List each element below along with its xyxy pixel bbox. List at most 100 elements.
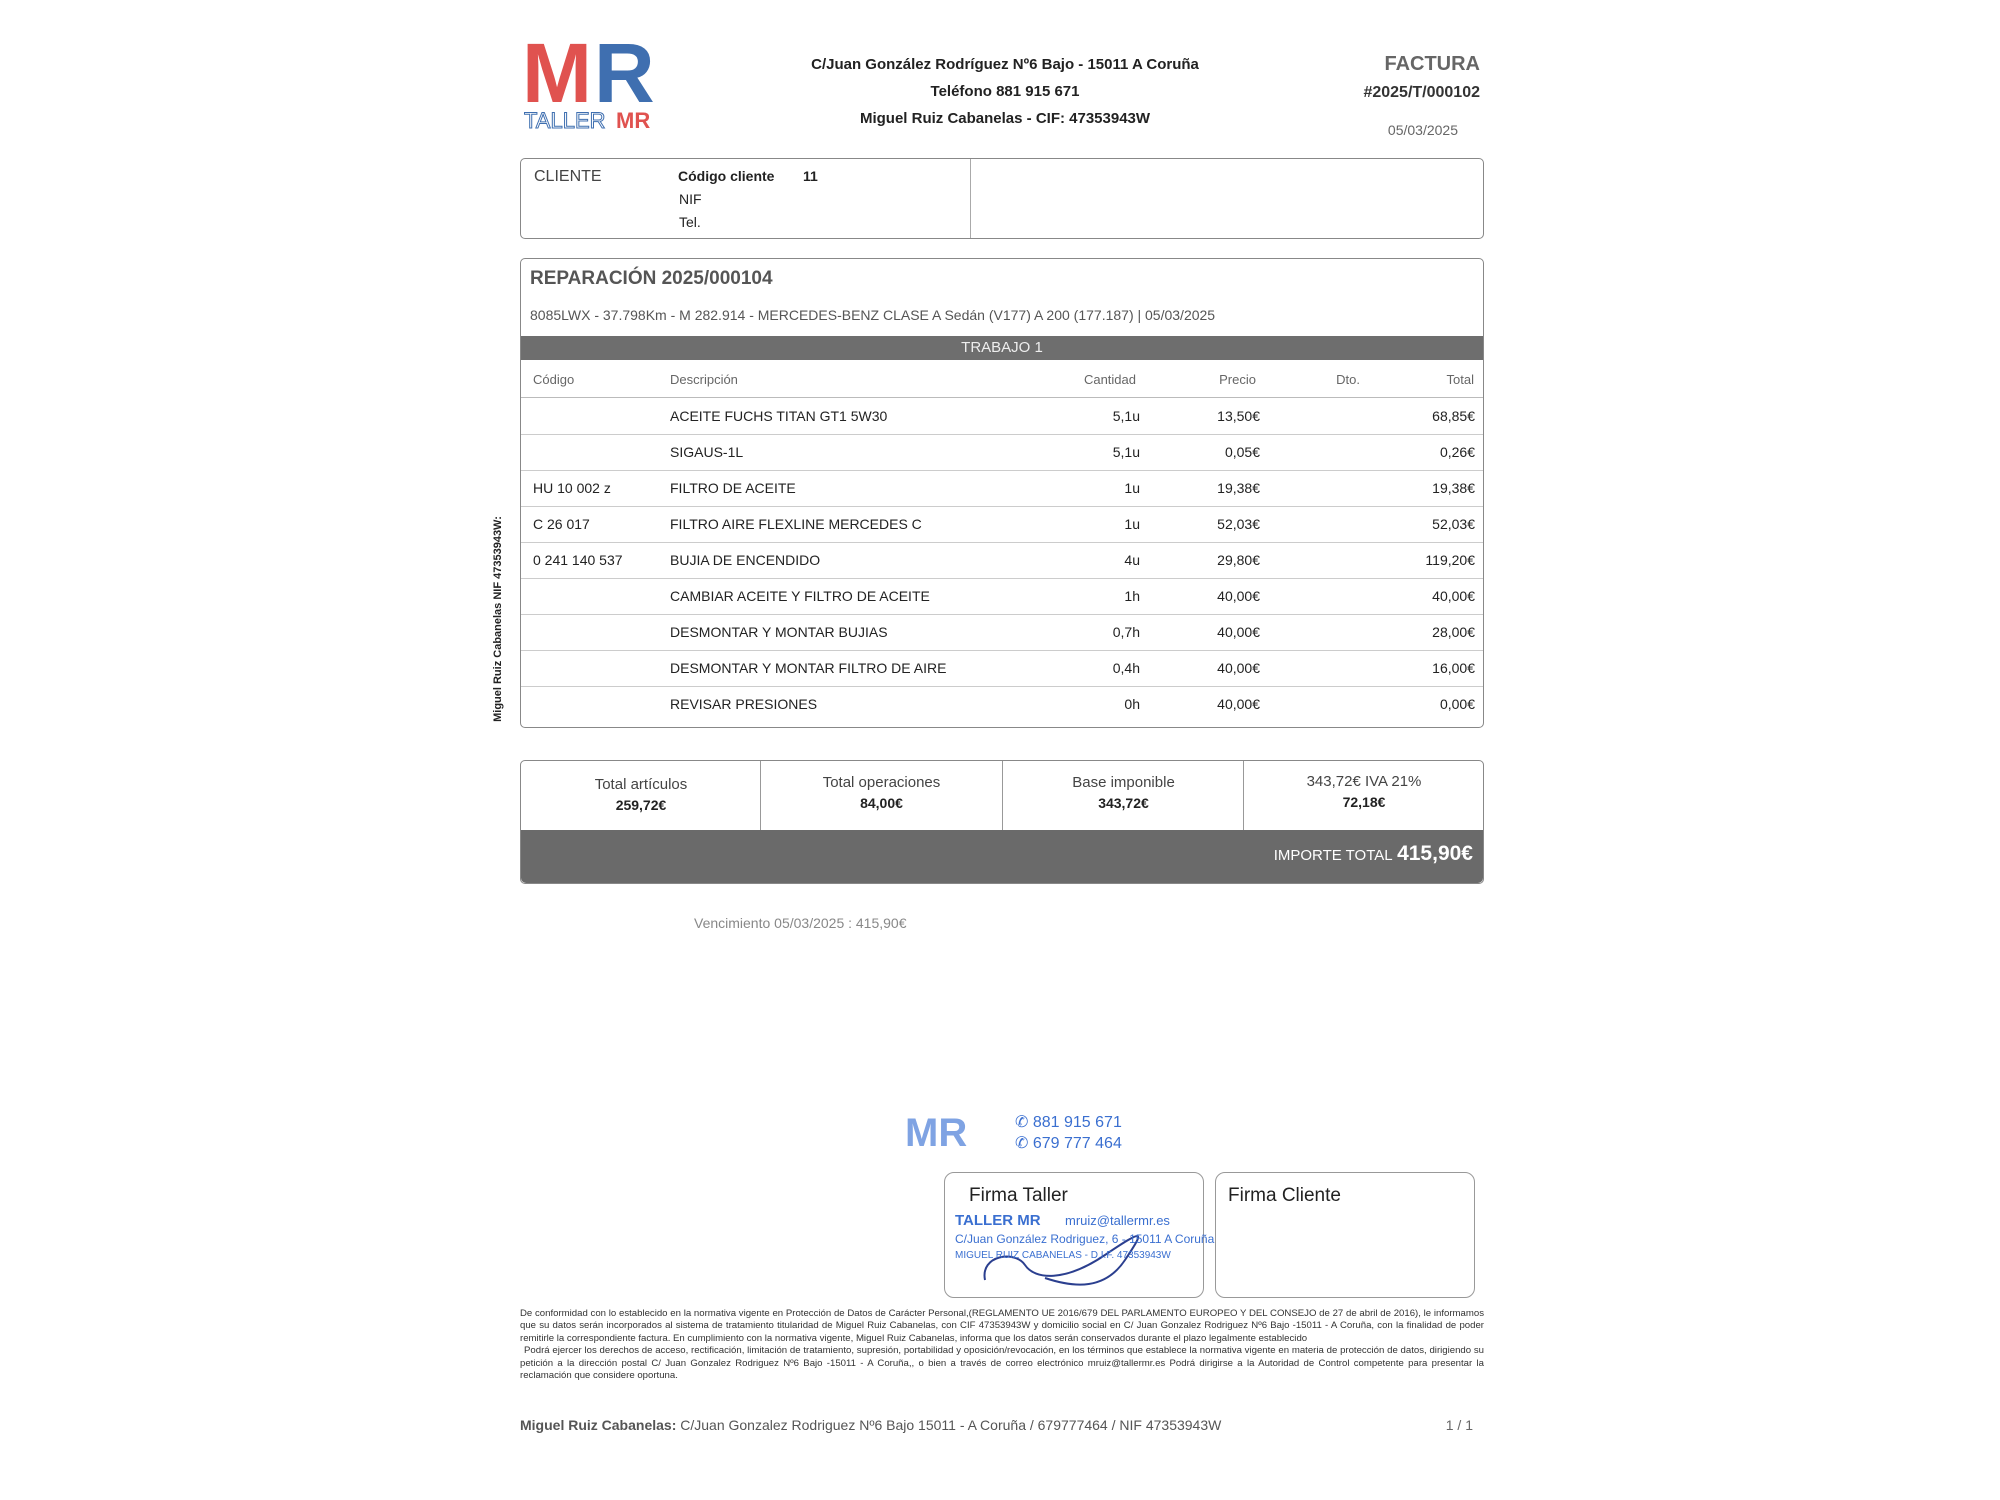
row-quantity: 1h: [1124, 588, 1140, 604]
row-quantity: 5,1u: [1112, 408, 1140, 424]
table-row: ACEITE FUCHS TITAN GT1 5W30 5,1u 13,50€ 68,…: [521, 398, 1483, 435]
col-quantity: Cantidad: [1083, 372, 1136, 387]
invoice-number: #2025/T/000102: [1363, 84, 1480, 101]
row-price: 40,00€: [1217, 696, 1260, 712]
row-code: C 26 017: [533, 516, 590, 532]
client-code-value: 11: [803, 168, 818, 184]
workshop-signature-label: Firma Taller: [969, 1185, 1068, 1206]
row-total: 28,00€: [1432, 624, 1475, 640]
client-code-label: Código cliente: [678, 168, 775, 184]
row-total: 119,20€: [1425, 552, 1475, 568]
col-discount: Dto.: [1336, 372, 1360, 387]
grand-total: IMPORTE TOTAL 415,90€: [1274, 842, 1473, 866]
stamp-address: C/Juan González Rodriguez, 6 - 15011 A C…: [955, 1232, 1215, 1246]
table-row: REVISAR PRESIONES 0h 40,00€ 0,00€: [521, 686, 1483, 722]
total-articles-label: Total artículos: [594, 776, 688, 793]
client-tel-label: Tel.: [679, 214, 701, 230]
stamp-phone2-text: 679 777 464: [1032, 1135, 1122, 1152]
invoice-title: FACTURA: [1384, 53, 1480, 75]
row-price: 13,50€: [1217, 408, 1260, 424]
repair-title: REPARACIÓN 2025/000104: [530, 268, 773, 289]
table-row: HU 10 002 z FILTRO DE ACEITE 1u 19,38€ 19,38…: [521, 470, 1483, 507]
row-code: 0 241 140 537: [533, 552, 623, 568]
due-date: Vencimiento 05/03/2025 : 415,90€: [694, 915, 907, 931]
total-operations-value: 84,00€: [860, 795, 903, 811]
total-articles: Total artículos 259,72€: [521, 776, 761, 846]
table-row: DESMONTAR Y MONTAR FILTRO DE AIRE 0,4h 40,…: [521, 650, 1483, 687]
row-description: FILTRO AIRE FLEXLINE MERCEDES C: [670, 516, 922, 532]
company-stamp: MR ✆ 881 915 671 ✆ 679 777 464 TALLER MR…: [905, 1110, 1214, 1286]
table-row: DESMONTAR Y MONTAR BUJIAS 0,7h 40,00€ 28,00…: [521, 614, 1483, 651]
tax-base-label: Base imponible: [1072, 774, 1175, 791]
client-nif-label: NIF: [679, 191, 702, 207]
row-price: 40,00€: [1217, 624, 1260, 640]
client-signature-box[interactable]: Firma Cliente: [1215, 1172, 1475, 1298]
grand-total-bar: IMPORTE TOTAL 415,90€: [521, 830, 1483, 883]
stamp-logo: MR: [905, 1111, 968, 1155]
total-operations-label: Total operaciones: [822, 774, 941, 791]
client-label: CLIENTE: [534, 168, 602, 185]
col-code: Código: [533, 372, 575, 387]
row-total: 52,03€: [1432, 516, 1475, 532]
row-description: REVISAR PRESIONES: [670, 696, 818, 712]
row-total: 16,00€: [1432, 660, 1475, 676]
row-price: 0,05€: [1224, 444, 1260, 460]
client-signature-label: Firma Cliente: [1228, 1185, 1341, 1206]
svg-text:MR: MR: [616, 108, 650, 132]
table-row: SIGAUS-1L 5,1u 0,05€ 0,26€: [521, 434, 1483, 471]
svg-text:M: M: [522, 36, 592, 120]
col-total: Total: [1446, 372, 1474, 387]
table-row: 0 241 140 537 BUJIA DE ENCENDIDO 4u 29,80€ 1…: [521, 542, 1483, 579]
repair-box: [520, 258, 1484, 728]
stamp-owner: MIGUEL RUIZ CABANELAS - D.I.F. 47353943W: [955, 1250, 1171, 1261]
footer-name: Miguel Ruiz Cabanelas:: [520, 1417, 677, 1433]
col-price: Precio: [1219, 372, 1256, 387]
header-divider: [521, 397, 1483, 398]
grand-total-label: IMPORTE TOTAL: [1273, 847, 1393, 864]
stamp-phone1-text: 881 915 671: [1032, 1114, 1122, 1131]
totals-box: [520, 760, 1484, 884]
legal-paragraph-2: Podrá ejercer los derechos de acceso, re…: [520, 1345, 1484, 1382]
table-row: C 26 017 FILTRO AIRE FLEXLINE MERCEDES C 1…: [521, 506, 1483, 543]
company-logo: M R TALLER MR: [522, 26, 672, 134]
row-quantity: 5,1u: [1112, 444, 1140, 460]
row-price: 52,03€: [1217, 516, 1260, 532]
stamp-phone2: ✆ 679 777 464: [1015, 1135, 1122, 1152]
page-number: 1 / 1: [1445, 1417, 1473, 1433]
row-total: 0,26€: [1439, 444, 1475, 460]
total-articles-value: 259,72€: [615, 797, 667, 813]
iva-value: 72,18€: [1342, 794, 1386, 810]
row-description: DESMONTAR Y MONTAR FILTRO DE AIRE: [670, 660, 947, 676]
iva: 343,72€ IVA 21% 72,18€: [1244, 773, 1484, 843]
row-price: 40,00€: [1217, 588, 1260, 604]
handwritten-signature: [983, 1235, 1140, 1286]
row-description: BUJIA DE ENCENDIDO: [670, 552, 821, 568]
row-description: SIGAUS-1L: [670, 444, 744, 460]
invoice-date: 05/03/2025: [1387, 122, 1458, 138]
legal-notice: De conformidad con lo establecido en la …: [520, 1308, 1484, 1382]
row-price: 40,00€: [1217, 660, 1260, 676]
row-quantity: 1u: [1124, 480, 1140, 496]
job-title-bar: TRABAJO 1: [521, 336, 1483, 360]
col-description: Descripción: [670, 372, 738, 387]
stamp-email: mruiz@tallermr.es: [1065, 1213, 1170, 1228]
legal-paragraph-1: De conformidad con lo establecido en la …: [520, 1308, 1484, 1344]
side-vertical-text: Miguel Ruiz Cabanelas NIF 47353943W:: [492, 516, 504, 722]
grand-total-value: 415,90€: [1397, 842, 1473, 865]
tax-base: Base imponible 343,72€: [1003, 774, 1244, 844]
stamp-phone1: ✆ 881 915 671: [1015, 1114, 1122, 1131]
row-description: FILTRO DE ACEITE: [670, 480, 796, 496]
row-quantity: 1u: [1124, 516, 1140, 532]
company-address: C/Juan González Rodríguez Nº6 Bajo - 150…: [811, 56, 1199, 73]
footer-details: C/Juan Gonzalez Rodriguez Nº6 Bajo 15011…: [676, 1417, 1222, 1433]
client-divider: [970, 159, 971, 238]
row-code: HU 10 002 z: [533, 480, 611, 496]
stamp-name: TALLER MR: [955, 1212, 1041, 1229]
vehicle-info: 8085LWX - 37.798Km - M 282.914 - MERCEDE…: [530, 307, 1216, 323]
table-row: CAMBIAR ACEITE Y FILTRO DE ACEITE 1h 40,00…: [521, 578, 1483, 615]
row-quantity: 0,4h: [1112, 660, 1140, 676]
row-quantity: 0h: [1124, 696, 1140, 712]
divider: [1002, 761, 1003, 830]
row-total: 0,00€: [1439, 696, 1475, 712]
client-box: [520, 158, 1484, 239]
